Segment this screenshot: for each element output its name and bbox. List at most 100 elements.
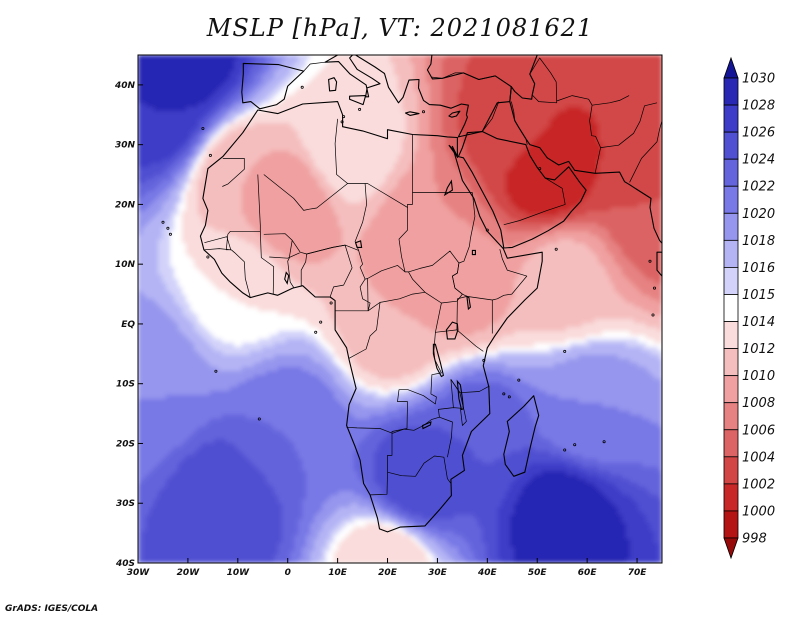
colorbar-label: 1014 bbox=[742, 315, 775, 330]
island-aldabra bbox=[517, 378, 521, 382]
colorbar-label: 1004 bbox=[742, 450, 775, 465]
lon-tick-label: 20W bbox=[177, 568, 201, 578]
border-turkmen bbox=[556, 95, 630, 106]
border-nigeria-cameroon bbox=[300, 244, 353, 298]
coastline-africa bbox=[199, 101, 543, 533]
border-caspian bbox=[529, 57, 558, 104]
lon-tick-label: 10W bbox=[227, 568, 251, 578]
colorbar-box bbox=[723, 402, 739, 431]
border-iran-afghan bbox=[589, 105, 601, 174]
colorbar-box bbox=[723, 104, 739, 133]
lon-tick-label: 0 bbox=[285, 568, 291, 578]
lon-tick-label: 40E bbox=[477, 568, 498, 578]
island-crete-small bbox=[421, 110, 425, 114]
border-namibia-botswana bbox=[370, 472, 388, 496]
colorbar-label: 1008 bbox=[742, 396, 775, 411]
colorbar-label: 1030 bbox=[742, 72, 775, 87]
island-djerba bbox=[340, 120, 344, 124]
island-bahrain bbox=[538, 167, 542, 171]
border-mozambique-malawi bbox=[438, 379, 467, 426]
coastline-iberia bbox=[241, 62, 305, 110]
lat-tick-label: 40N bbox=[114, 81, 136, 91]
colorbar-box bbox=[723, 483, 739, 512]
island-bioko bbox=[329, 301, 333, 305]
border-tanzania-south bbox=[450, 379, 490, 394]
island-reunion bbox=[563, 448, 567, 452]
border-algeria-mali bbox=[263, 118, 348, 211]
lake-turkana bbox=[466, 295, 471, 311]
lake-tana bbox=[471, 249, 476, 256]
coastline-balkans-anatolia bbox=[355, 55, 512, 138]
border-pak-india bbox=[629, 120, 662, 183]
border-iraq-syria bbox=[482, 101, 500, 132]
lon-tick-label: 30W bbox=[127, 568, 151, 578]
border-west-africa-b bbox=[259, 231, 275, 295]
lake-tanganyika bbox=[432, 343, 445, 378]
lon-tick-label: 50E bbox=[528, 568, 548, 578]
coastline-sicily bbox=[349, 95, 367, 106]
island-balearic bbox=[300, 85, 304, 89]
border-cameroon-gabon bbox=[335, 278, 371, 312]
chart-title: MSLP [hPa], VT: 2021081621 bbox=[206, 14, 594, 42]
islands-layer bbox=[161, 85, 657, 452]
colorbar-label: 1020 bbox=[742, 207, 775, 222]
colorbar-box bbox=[723, 375, 739, 404]
lat-tick-label: 10N bbox=[115, 260, 136, 270]
colorbar-legend: 1030 1028 1026 1024 1022 1020 1018 1016 1015 1014… bbox=[723, 56, 775, 560]
island-cape-verde-2 bbox=[168, 232, 172, 236]
coastline-italy bbox=[324, 55, 381, 98]
colorbar-label: 1000 bbox=[742, 504, 775, 519]
island-mauritius bbox=[573, 443, 577, 447]
lat-tick-label: EQ bbox=[121, 320, 135, 330]
island-malta bbox=[358, 107, 362, 111]
latitude-axis: 40N 30N 20N 10N EQ 10S 20S 30S 40S bbox=[114, 81, 143, 569]
border-sahara-ne bbox=[222, 158, 245, 187]
lat-tick-label: 10S bbox=[116, 380, 135, 390]
island-zanzibar bbox=[482, 358, 486, 362]
coastline-sri-lanka-tip bbox=[656, 251, 662, 277]
coastline-layer bbox=[199, 55, 662, 533]
island-cape-verde-3 bbox=[161, 220, 165, 224]
border-chad-sudan bbox=[358, 207, 408, 280]
border-angola-south bbox=[346, 426, 415, 434]
colorbar-box bbox=[723, 294, 739, 322]
colorbar-label: 1016 bbox=[742, 261, 775, 276]
island-madeira bbox=[201, 127, 205, 131]
colorbar-bottom-arrow bbox=[723, 537, 739, 560]
island-sao-tome bbox=[319, 320, 323, 324]
island-rodrigues bbox=[602, 440, 606, 444]
lon-tick-label: 20E bbox=[378, 568, 398, 578]
border-west-africa-c bbox=[287, 240, 294, 288]
colorbar-box bbox=[723, 158, 739, 187]
island-bijagos bbox=[206, 255, 210, 259]
colorbar-label: 1024 bbox=[742, 153, 775, 168]
country-borders-layer bbox=[204, 55, 662, 496]
island-canary bbox=[208, 153, 212, 157]
border-south-sudan bbox=[405, 250, 463, 304]
lake-volta bbox=[284, 271, 290, 285]
lon-tick-label: 70E bbox=[628, 568, 648, 578]
coastline-arabia bbox=[457, 130, 587, 249]
colorbar-label: 1010 bbox=[742, 369, 775, 384]
colorbar-box bbox=[723, 456, 739, 485]
colorbar-box bbox=[723, 185, 739, 214]
island-annobon bbox=[314, 330, 318, 334]
lat-tick-label: 40S bbox=[115, 559, 135, 569]
island-dahlak bbox=[485, 228, 489, 232]
border-senegal bbox=[204, 236, 232, 251]
map-plot-area: 30W 20W 10W 0 10E 20E 30E 40E 50E 60E 70E 40N 30N 20… bbox=[114, 54, 663, 578]
border-black-sea-south bbox=[431, 72, 496, 80]
pressure-field-shading bbox=[138, 55, 662, 563]
island-lakshadweep bbox=[648, 259, 652, 263]
colorbar-box bbox=[723, 239, 739, 268]
colorbar-box bbox=[723, 429, 739, 458]
colorbar-box bbox=[723, 131, 739, 160]
coastline-cyprus bbox=[448, 110, 461, 118]
lon-tick-label: 60E bbox=[578, 568, 598, 578]
lat-tick-label: 20S bbox=[116, 439, 135, 449]
border-kenya-uganda bbox=[456, 296, 467, 330]
island-cape-verde-1 bbox=[166, 226, 170, 230]
lake-victoria bbox=[445, 321, 459, 340]
colorbar-box bbox=[723, 212, 739, 241]
